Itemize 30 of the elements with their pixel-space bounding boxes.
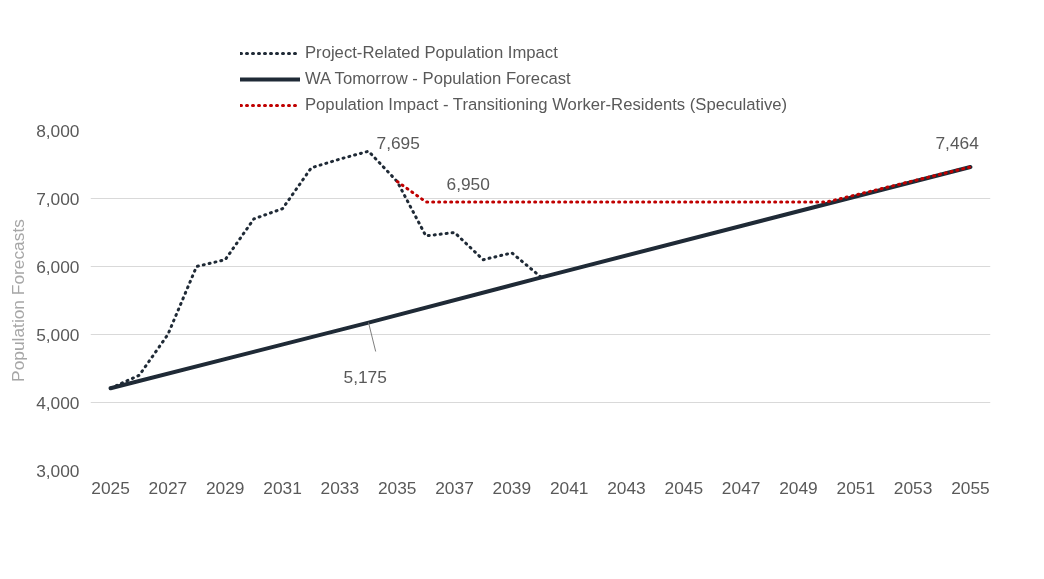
x-tick-label: 2051 [836,477,876,498]
x-tick-label: 2033 [320,477,360,498]
x-tick-label: 2029 [205,477,245,498]
annotation: 6,950 [446,173,490,194]
legend-label: Project-Related Population Impact [305,43,558,63]
annotation: 7,464 [935,132,980,153]
annotation: 5,175 [343,366,387,387]
y-tick-label: 3,000 [36,460,80,481]
annotation: 7,695 [376,133,420,154]
x-tick-label: 2043 [607,477,646,498]
y-tick-label: 4,000 [36,392,80,413]
y-axis-title: Population Forecasts [8,218,29,382]
legend-label: WA Tomorrow - Population Forecast [305,69,571,89]
x-tick-label: 2027 [148,477,188,498]
legend-label: Population Impact - Transitioning Worker-Residents (Speculative) [305,95,788,115]
x-tick-label: 2049 [779,477,818,498]
x-tick-label: 2025 [91,477,130,498]
x-tick-label: 2045 [664,477,704,498]
x-tick-label: 2039 [492,477,532,498]
x-tick-label: 2041 [549,477,589,498]
x-tick-label: 2053 [893,477,933,498]
y-tick-label: 6,000 [36,256,80,277]
y-tick-label: 8,000 [36,120,80,141]
x-tick-label: 2031 [263,477,302,498]
x-tick-label: 2055 [951,477,990,498]
x-tick-label: 2047 [721,477,761,498]
x-tick-label: 2037 [435,477,474,498]
y-tick-label: 7,000 [36,188,80,209]
y-tick-label: 5,000 [36,324,80,345]
x-tick-label: 2035 [377,477,417,498]
